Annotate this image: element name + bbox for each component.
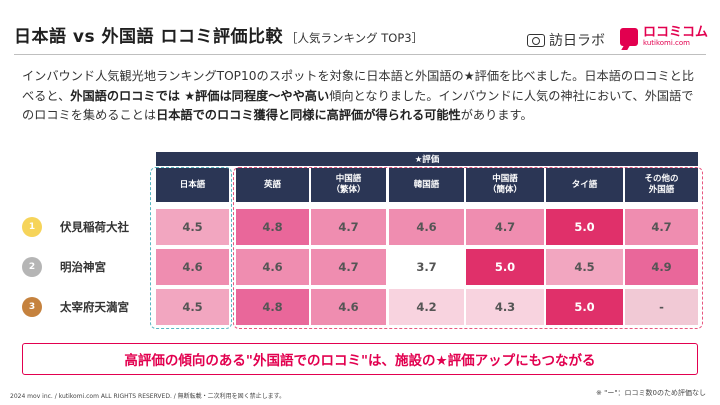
kutikomi-logo-url: kutikomi.com xyxy=(643,39,690,47)
intro-text-2: 傾向となりました。インバウンドに人気の神社において、外国語でのロコミを集めること… xyxy=(22,88,694,123)
rating-cell: 5.0 xyxy=(546,289,623,325)
footnote: ※ "ー"：ロコミ数0のため評価なし xyxy=(596,389,706,397)
intro-bold-1: 外国語のロコミでは ★評価は同程度～やや高い xyxy=(70,88,330,103)
spot-name: 伏見稲荷大社 xyxy=(60,220,129,234)
rank-badge: 3 xyxy=(22,297,42,317)
kutikomi-logo: ロコミコム kutikomi.com xyxy=(620,26,708,48)
spot-name: 太宰府天満宮 xyxy=(60,300,129,314)
rating-cell: 5.0 xyxy=(466,249,544,285)
rating-cell: - xyxy=(625,289,698,325)
hojilab-logo-text: 訪日ラボ xyxy=(549,33,605,49)
column-header: その他の 外国語 xyxy=(625,168,698,202)
rating-cell: 4.7 xyxy=(625,209,698,245)
conclusion-banner: 高評価の傾向のある"外国語でのロコミ"は、施設の★評価アップにもつながる xyxy=(22,343,698,375)
rating-cell: 4.8 xyxy=(236,289,309,325)
rating-header: ★評価 xyxy=(156,152,698,166)
column-header: 英語 xyxy=(236,168,309,202)
rating-cell: 4.5 xyxy=(546,249,623,285)
japanese-column-outline xyxy=(150,167,232,329)
page-title: 日本語 vs 外国語 ロコミ評価比較 xyxy=(14,27,283,47)
rating-cell: 4.6 xyxy=(311,289,386,325)
column-header: 中国語 （簡体） xyxy=(466,168,544,202)
kutikomi-logo-name: ロコミコム xyxy=(643,25,709,40)
rank-badge: 1 xyxy=(22,217,42,237)
rating-cell: 4.6 xyxy=(156,249,229,285)
copyright-footer: 2024 mov inc. / kutikomi.com ALL RIGHTS … xyxy=(10,393,286,400)
intro-text-3: があります。 xyxy=(460,108,533,122)
rating-cell: 4.7 xyxy=(311,249,386,285)
rating-cell: 4.5 xyxy=(156,289,229,325)
rating-cell: 4.7 xyxy=(466,209,544,245)
rating-cell: 4.2 xyxy=(389,289,464,325)
intro-text-1: インバウンド人気観光地ランキングTOP10のスポットを対象に日本語と外国語の★評… xyxy=(22,69,695,103)
rating-cell: 4.7 xyxy=(311,209,386,245)
rating-cell: 5.0 xyxy=(546,209,623,245)
intro-bold-2: 日本語でのロコミ獲得と同様に高評価が得られる可能性 xyxy=(156,108,461,122)
rating-cell: 4.8 xyxy=(236,209,309,245)
spot-name: 明治神宮 xyxy=(60,260,106,274)
speech-bubble-icon xyxy=(620,28,638,46)
intro-paragraph: インバウンド人気観光地ランキングTOP10のスポットを対象に日本語と外国語の★評… xyxy=(22,67,698,126)
rating-cell: 4.5 xyxy=(156,209,229,245)
rating-cell: 4.6 xyxy=(389,209,464,245)
column-header: タイ語 xyxy=(546,168,623,202)
page-subtitle: ［人気ランキング TOP3］ xyxy=(285,31,424,45)
rating-cell: 4.6 xyxy=(236,249,309,285)
rating-cell: 3.7 xyxy=(389,249,464,285)
column-header: 日本語 xyxy=(156,168,229,202)
column-header: 韓国語 xyxy=(389,168,464,202)
rating-cell: 4.9 xyxy=(625,249,698,285)
camera-icon xyxy=(527,33,545,47)
foreign-columns-outline xyxy=(233,167,703,329)
column-header: 中国語 （繁体） xyxy=(311,168,386,202)
title-row: 日本語 vs 外国語 ロコミ評価比較 ［人気ランキング TOP3］ xyxy=(14,22,423,47)
rating-cell: 4.3 xyxy=(466,289,544,325)
hojilab-logo: 訪日ラボ xyxy=(527,30,605,50)
rank-badge: 2 xyxy=(22,257,42,277)
title-divider xyxy=(14,54,706,55)
